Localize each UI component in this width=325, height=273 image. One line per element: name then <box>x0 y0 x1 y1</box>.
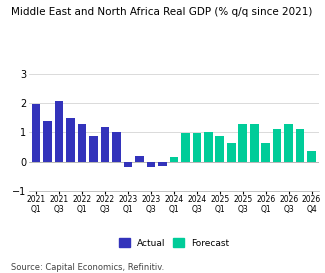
Bar <box>239 124 247 162</box>
Bar <box>124 162 132 167</box>
Text: Middle East and North Africa Real GDP (% q/q since 2021): Middle East and North Africa Real GDP (%… <box>11 7 313 17</box>
Bar <box>250 124 258 162</box>
Bar <box>273 129 281 162</box>
Bar <box>135 156 144 162</box>
Bar <box>170 157 178 162</box>
Bar <box>215 136 224 162</box>
Bar <box>181 133 190 162</box>
Bar <box>55 101 63 162</box>
Bar <box>204 132 213 162</box>
Bar <box>261 143 270 162</box>
Bar <box>101 127 109 162</box>
Legend: Actual, Forecast: Actual, Forecast <box>119 239 229 248</box>
Bar <box>227 143 236 162</box>
Bar <box>158 162 167 166</box>
Bar <box>296 129 305 162</box>
Bar <box>32 104 40 162</box>
Bar <box>89 136 98 162</box>
Bar <box>284 124 293 162</box>
Bar <box>112 132 121 162</box>
Bar <box>66 118 75 162</box>
Bar <box>192 133 201 162</box>
Bar <box>78 124 86 162</box>
Bar <box>307 152 316 162</box>
Text: Source: Capital Economics, Refinitiv.: Source: Capital Economics, Refinitiv. <box>11 263 165 272</box>
Bar <box>147 162 155 167</box>
Bar <box>43 121 52 162</box>
